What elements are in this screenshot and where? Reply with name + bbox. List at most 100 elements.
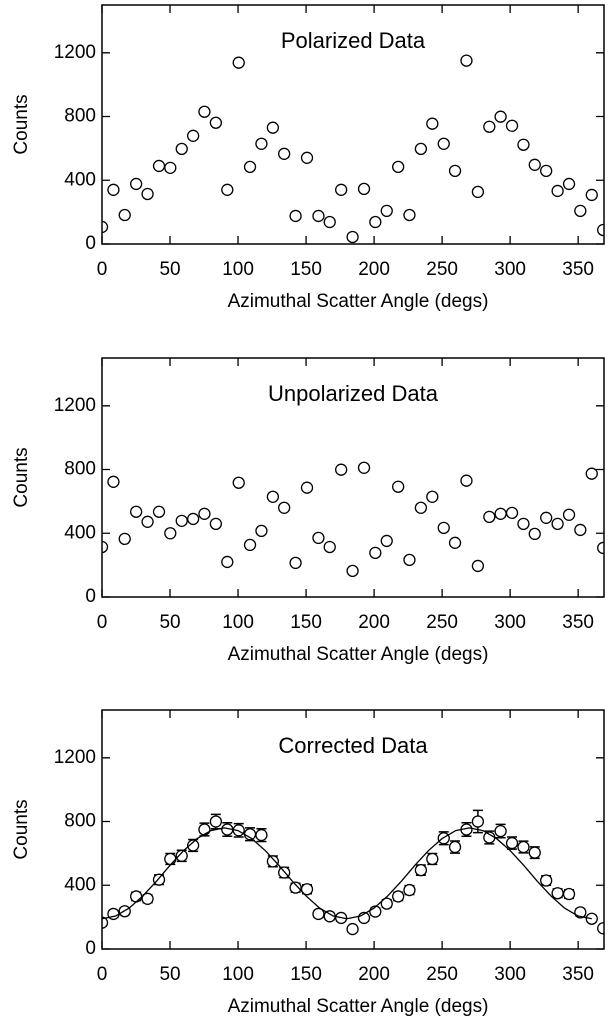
x-tick-label: 200 <box>358 259 390 280</box>
y-tick-label: 0 <box>85 938 96 959</box>
data-point <box>255 137 268 150</box>
data-point <box>164 852 177 866</box>
x-tick-label: 200 <box>358 964 390 985</box>
x-tick-label: 100 <box>222 259 254 280</box>
x-tick-label: 0 <box>97 964 108 985</box>
x-tick-label: 50 <box>159 259 180 280</box>
data-point <box>426 852 439 866</box>
y-tick-label: 400 <box>64 169 96 190</box>
x-axis-label: Azimuthal Scatter Angle (degs) <box>228 644 489 665</box>
data-point <box>369 546 382 560</box>
data-point <box>323 215 336 229</box>
data-point <box>597 223 604 237</box>
data-point <box>471 185 485 199</box>
data-point <box>232 476 245 489</box>
data-point <box>505 119 519 132</box>
data-point <box>243 160 257 174</box>
data-point <box>471 815 485 828</box>
data-point <box>175 849 188 862</box>
data-point <box>152 505 166 518</box>
data-point <box>403 208 416 222</box>
y-axis-label: Counts <box>11 447 32 507</box>
x-tick-label: 50 <box>159 964 180 985</box>
y-tick-label: 0 <box>85 586 96 607</box>
data-point <box>380 534 393 548</box>
data-point <box>551 887 564 900</box>
data-point <box>107 475 120 488</box>
x-tick-label: 300 <box>494 259 526 280</box>
data-point <box>129 890 143 903</box>
data-point <box>102 220 109 234</box>
data-point <box>585 188 598 202</box>
data-point <box>221 555 234 569</box>
data-point <box>300 151 314 164</box>
data-point <box>448 164 462 178</box>
plot-area <box>102 54 604 244</box>
data-point <box>574 523 587 537</box>
data-point <box>243 538 257 552</box>
plot-area <box>102 461 604 578</box>
x-tick-label: 100 <box>222 612 254 633</box>
data-point <box>392 160 405 174</box>
y-tick-label: 800 <box>64 459 96 480</box>
x-axis-label: Azimuthal Scatter Angle (degs) <box>228 291 489 312</box>
chart-title: Unpolarized Data <box>268 381 439 406</box>
data-point <box>198 507 211 520</box>
x-tick-label: 350 <box>562 259 594 280</box>
x-tick-label: 0 <box>97 612 108 633</box>
data-point <box>141 187 154 201</box>
data-point <box>198 105 211 118</box>
data-point <box>102 916 109 929</box>
data-point <box>597 922 604 935</box>
data-point <box>323 540 336 554</box>
y-tick-label: 0 <box>85 233 96 254</box>
data-point <box>426 117 439 130</box>
data-point <box>597 541 604 555</box>
data-point <box>335 463 348 476</box>
x-tick-label: 0 <box>97 259 108 280</box>
data-point <box>266 855 280 868</box>
data-point <box>141 892 154 905</box>
data-point <box>300 481 314 494</box>
data-point <box>403 553 416 567</box>
data-point <box>437 137 450 150</box>
data-point <box>517 138 530 151</box>
data-point <box>289 556 302 570</box>
data-point <box>357 461 371 474</box>
data-point <box>448 536 462 549</box>
x-tick-label: 350 <box>562 612 594 633</box>
x-tick-label: 300 <box>494 612 526 633</box>
data-point <box>540 511 553 524</box>
data-point <box>540 874 553 887</box>
data-point <box>437 521 450 534</box>
data-point <box>346 564 359 578</box>
data-point <box>312 209 325 223</box>
data-point <box>414 863 428 877</box>
data-point <box>517 840 530 854</box>
data-point <box>209 116 223 129</box>
data-point <box>574 204 587 218</box>
data-point <box>414 501 428 514</box>
chart-title: Corrected Data <box>278 733 428 758</box>
data-point <box>517 517 530 531</box>
data-point <box>494 507 507 520</box>
data-point <box>551 184 564 198</box>
data-point <box>540 164 553 178</box>
x-tick-label: 150 <box>290 612 322 633</box>
data-point <box>209 517 223 531</box>
x-tick-label: 50 <box>159 612 180 633</box>
x-tick-label: 350 <box>562 964 594 985</box>
data-point <box>289 209 302 223</box>
plot-frame <box>101 709 605 950</box>
x-tick-label: 250 <box>426 259 458 280</box>
data-point <box>255 828 268 842</box>
y-tick-label: 1200 <box>54 747 96 768</box>
data-point <box>392 890 405 903</box>
data-point <box>335 183 348 196</box>
x-tick-label: 100 <box>222 964 254 985</box>
x-tick-label: 200 <box>358 612 390 633</box>
data-point <box>562 177 576 191</box>
data-point <box>186 839 200 852</box>
data-point <box>141 515 154 528</box>
data-point <box>164 161 177 174</box>
